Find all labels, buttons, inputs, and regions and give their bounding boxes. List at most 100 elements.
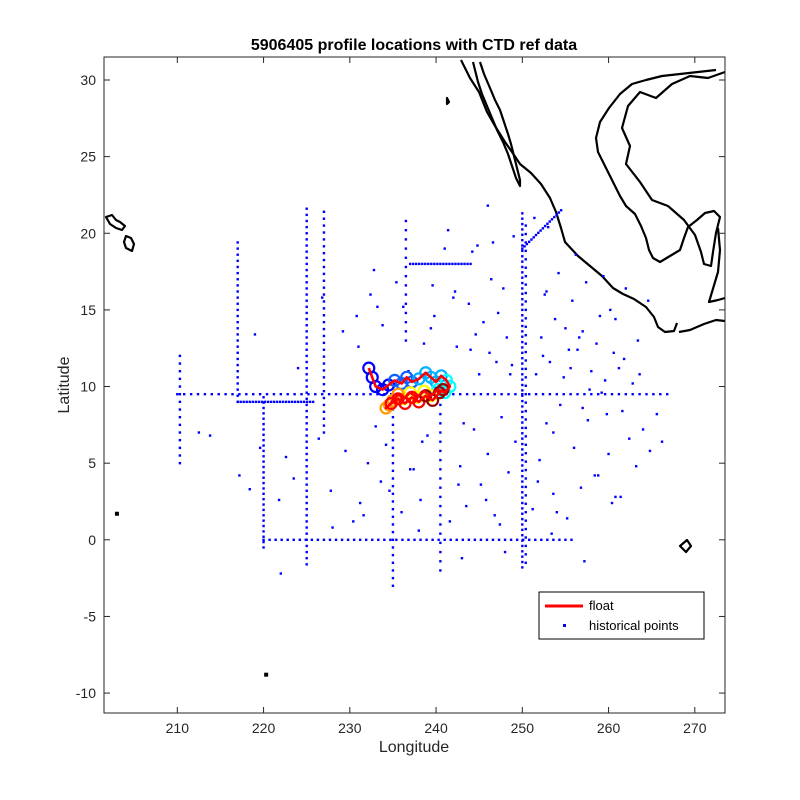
historical-point	[439, 486, 442, 489]
historical-point	[305, 268, 308, 272]
historical-point	[564, 327, 567, 330]
historical-point	[614, 317, 617, 321]
historical-point	[311, 400, 315, 404]
historical-point	[245, 392, 248, 396]
historical-point	[391, 507, 395, 511]
historical-point	[524, 342, 527, 345]
historical-point	[574, 253, 577, 256]
historical-point	[262, 406, 265, 410]
historical-point	[305, 440, 308, 443]
coastline-yucatan-east	[707, 227, 725, 304]
historical-point	[305, 342, 308, 345]
float-profile-marker	[369, 379, 383, 394]
historical-point	[564, 538, 567, 542]
historical-point	[439, 495, 442, 499]
historical-point	[236, 278, 239, 281]
historical-point	[610, 392, 614, 396]
historical-point	[262, 465, 265, 469]
historical-point	[263, 400, 267, 404]
historical-point	[262, 546, 265, 549]
historical-point	[534, 538, 537, 542]
historical-point	[437, 538, 440, 542]
chart-title: 5906405 profile locations with CTD ref d…	[251, 37, 577, 54]
historical-point	[422, 342, 426, 345]
historical-point	[292, 538, 295, 542]
historical-point	[546, 538, 549, 542]
historical-point	[258, 446, 262, 450]
historical-point	[292, 477, 295, 480]
historical-point	[413, 538, 416, 542]
historical-point	[178, 392, 182, 396]
historical-point	[439, 458, 442, 462]
historical-point	[262, 538, 265, 542]
historical-point	[404, 284, 408, 287]
historical-point	[300, 392, 303, 396]
historical-point	[550, 218, 554, 221]
historical-point	[262, 460, 265, 463]
historical-point	[322, 300, 326, 303]
historical-point	[305, 477, 308, 480]
historical-point	[262, 524, 265, 528]
historical-point	[305, 287, 308, 290]
historical-point	[305, 501, 308, 505]
historical-point	[659, 392, 662, 396]
historical-point	[395, 538, 398, 542]
historical-point	[521, 566, 524, 569]
historical-point	[391, 446, 395, 450]
historical-point	[638, 392, 641, 396]
y-axis-label: Latitude	[56, 356, 73, 413]
historical-point	[524, 367, 527, 371]
historical-point	[541, 227, 545, 230]
historical-point	[322, 362, 326, 365]
historical-point	[503, 550, 507, 554]
historical-point	[412, 468, 415, 471]
historical-point	[451, 262, 454, 266]
historical-point	[374, 425, 377, 428]
historical-point	[521, 453, 524, 456]
historical-point	[442, 262, 445, 266]
historical-point	[178, 354, 182, 358]
historical-point	[408, 468, 412, 471]
historical-point	[280, 538, 283, 542]
historical-point	[490, 278, 493, 281]
historical-point	[521, 314, 524, 317]
historical-point	[379, 480, 383, 483]
legend-float-label: float	[589, 598, 614, 613]
historical-point	[496, 311, 500, 315]
historical-point	[521, 319, 524, 322]
historical-point	[521, 244, 524, 247]
historical-point	[493, 392, 496, 396]
historical-point	[491, 241, 495, 244]
historical-point	[314, 392, 317, 396]
historical-point	[457, 483, 460, 486]
historical-point	[521, 356, 524, 360]
historical-point	[524, 460, 527, 463]
historical-point	[236, 302, 239, 305]
historical-point	[425, 538, 428, 542]
historical-point	[322, 307, 326, 310]
historical-point	[524, 384, 527, 387]
historical-point	[510, 363, 514, 367]
historical-point	[521, 217, 524, 220]
historical-point	[524, 426, 527, 430]
historical-point	[362, 392, 365, 396]
historical-point	[430, 262, 433, 266]
historical-point	[466, 262, 469, 266]
historical-point	[524, 511, 527, 514]
historical-point	[521, 442, 524, 446]
historical-point	[439, 449, 442, 453]
historical-point	[322, 424, 326, 427]
historical-point	[391, 515, 395, 519]
historical-point	[521, 426, 524, 430]
historical-point	[634, 465, 638, 468]
historical-point	[328, 538, 332, 542]
historical-point	[600, 391, 603, 394]
historical-point	[279, 392, 283, 396]
historical-point	[521, 265, 524, 269]
historical-point	[524, 232, 527, 236]
historical-point	[178, 370, 182, 373]
legend: float historical points	[538, 591, 705, 640]
historical-point	[236, 351, 239, 355]
historical-point	[305, 415, 308, 419]
historical-point	[281, 400, 285, 404]
